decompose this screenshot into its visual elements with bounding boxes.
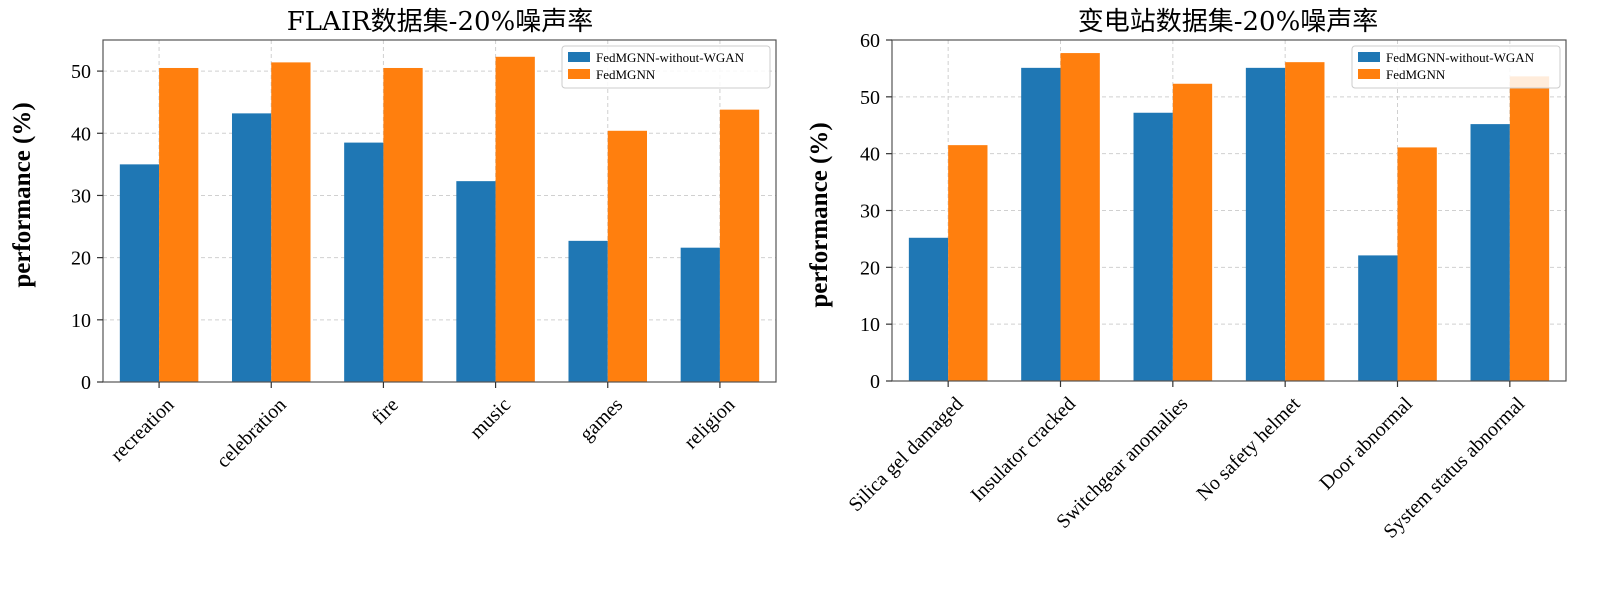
y-tick-label: 40 — [71, 123, 91, 145]
x-tick-label: No safety helmet — [1192, 393, 1304, 505]
legend-label: FedMGNN — [596, 67, 656, 82]
bar-fedmgnn-silica-gel-damaged — [948, 145, 988, 381]
chart-substation: 变电站数据集-20%噪声率 0 10 20 30 40 50 60 Silica gel d… — [806, 7, 1567, 543]
bar-fedmgnn-insulator-cracked — [1060, 53, 1100, 382]
bar-fedmgnn-celebration — [271, 62, 311, 382]
y-tick-label: 40 — [860, 144, 880, 166]
bar-fedmgnn-door-abnormal — [1397, 147, 1437, 381]
y-tick-label: 50 — [860, 87, 880, 109]
y-tick-label: 50 — [71, 61, 91, 83]
y-tick-label: 60 — [860, 30, 880, 52]
chart-flair: FLAIR数据集-20%噪声率 0 10 20 30 40 50 recreation ce… — [9, 7, 777, 472]
legend-label: FedMGNN — [1386, 67, 1446, 82]
bar-fedmgnn-no-safety-helmet — [1285, 62, 1325, 381]
y-tick-label: 30 — [71, 185, 91, 207]
bar-fedmgnn-music — [495, 56, 535, 382]
bar-fedmgnn-without-wgan-music — [456, 181, 496, 382]
legend-box — [561, 45, 771, 89]
legend-swatch — [1358, 52, 1380, 62]
y-axis-label: performance (%) — [9, 102, 36, 287]
bar-fedmgnn-without-wgan-insulator-cracked — [1021, 67, 1061, 382]
y-tick-label: 0 — [870, 371, 880, 393]
bar-fedmgnn-without-wgan-celebration — [231, 113, 272, 382]
bar-fedmgnn-fire — [383, 67, 423, 383]
y-tick-label: 10 — [860, 314, 880, 336]
x-tick-label: fire — [368, 394, 403, 429]
x-tick-label: Door abnormal — [1315, 393, 1417, 495]
legend-label: FedMGNN-without-WGAN — [596, 50, 745, 65]
x-tick-label: Insulator cracked — [967, 393, 1080, 506]
bar-fedmgnn-without-wgan-silica-gel-damaged — [908, 237, 949, 381]
x-tick-label: games — [575, 394, 627, 446]
bar-fedmgnn-without-wgan-door-abnormal — [1358, 255, 1398, 381]
bar-fedmgnn-recreation — [159, 67, 199, 383]
bar-fedmgnn-without-wgan-religion — [680, 247, 720, 382]
chart-title: 变电站数据集-20%噪声率 — [1078, 7, 1379, 37]
y-tick-label: 0 — [81, 372, 91, 394]
bar-fedmgnn-switchgear-anomalies — [1172, 83, 1213, 382]
y-axis-label: performance (%) — [806, 122, 833, 307]
x-tick-label: religion — [680, 394, 740, 454]
bar-fedmgnn-without-wgan-switchgear-anomalies — [1133, 112, 1173, 381]
y-tick-label: 30 — [860, 201, 880, 223]
bar-fedmgnn-without-wgan-no-safety-helmet — [1245, 67, 1286, 382]
bar-fedmgnn-without-wgan-games — [568, 240, 608, 382]
legend: FedMGNN-without-WGAN FedMGNN — [561, 45, 771, 89]
bar-fedmgnn-religion — [719, 109, 760, 382]
bar-fedmgnn-without-wgan-fire — [344, 142, 384, 382]
bar-fedmgnn-without-wgan-recreation — [119, 164, 160, 382]
bar-fedmgnn-system-status-abnormal — [1509, 76, 1550, 381]
bar-fedmgnn-games — [607, 130, 648, 382]
y-tick-label: 10 — [71, 310, 91, 332]
y-tick-label: 20 — [71, 248, 91, 270]
legend: FedMGNN-without-WGAN FedMGNN — [1351, 45, 1561, 89]
x-tick-label: celebration — [212, 394, 290, 472]
legend-swatch — [1358, 69, 1380, 79]
bar-fedmgnn-without-wgan-system-status-abnormal — [1470, 124, 1510, 381]
x-tick-label: music — [466, 394, 515, 443]
plot-frame — [102, 39, 777, 383]
y-tick-label: 20 — [860, 257, 880, 279]
x-tick-label: recreation — [106, 394, 178, 466]
legend-box — [1351, 45, 1561, 89]
x-tick-label: Silica gel damaged — [844, 393, 967, 516]
legend-label: FedMGNN-without-WGAN — [1386, 50, 1535, 65]
legend-swatch — [568, 52, 590, 62]
legend-swatch — [568, 69, 590, 79]
chart-title: FLAIR数据集-20%噪声率 — [287, 7, 594, 37]
